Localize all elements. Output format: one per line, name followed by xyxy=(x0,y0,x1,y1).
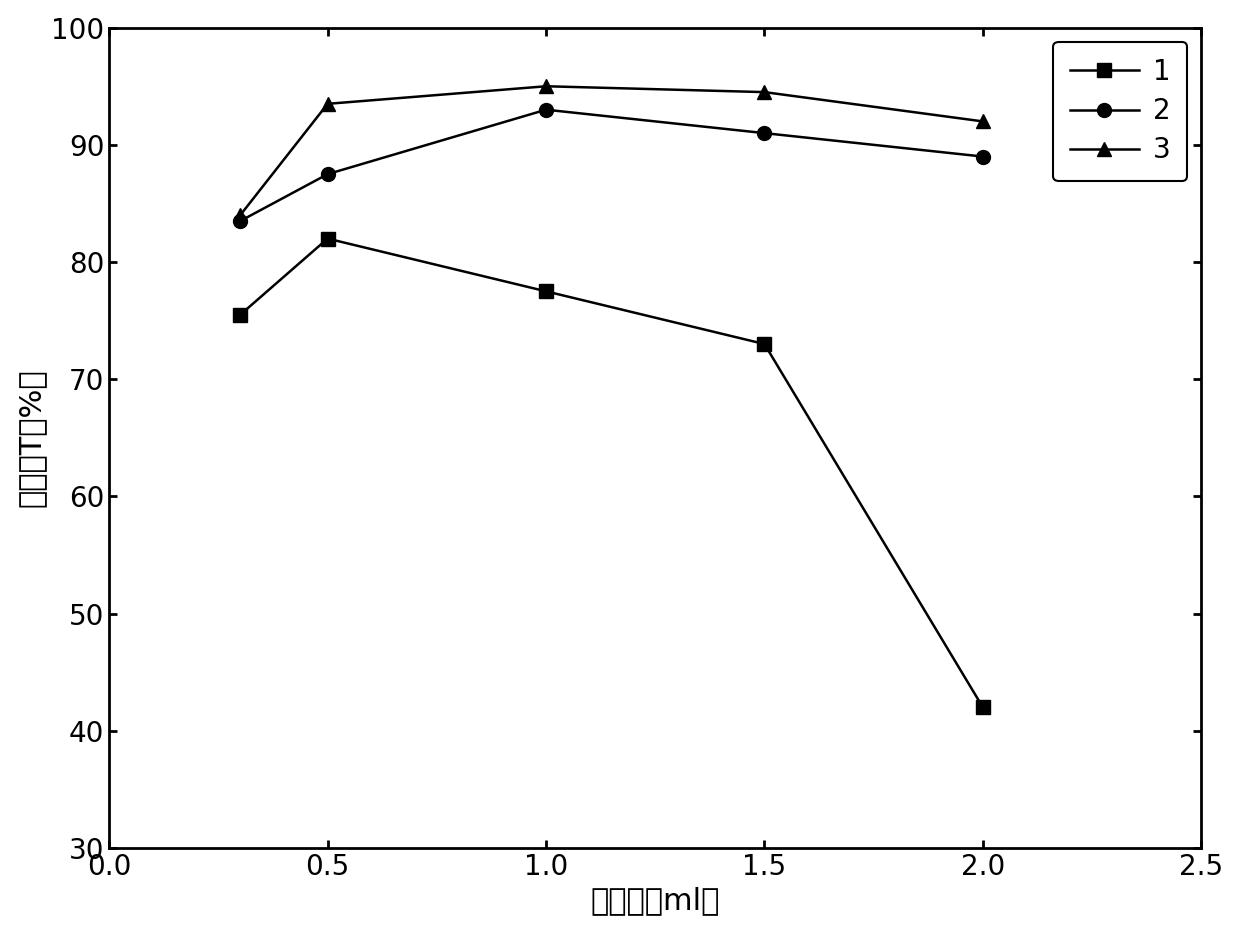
Legend: 1, 2, 3: 1, 2, 3 xyxy=(1053,42,1188,181)
1 xyxy=(538,286,553,297)
Line: 2: 2 xyxy=(233,103,990,228)
3 xyxy=(976,116,991,127)
2 xyxy=(976,151,991,162)
2 xyxy=(756,128,771,139)
3 xyxy=(538,81,553,92)
Line: 1: 1 xyxy=(233,232,990,714)
3 xyxy=(320,98,335,109)
Line: 3: 3 xyxy=(233,79,990,222)
1 xyxy=(320,233,335,244)
1 xyxy=(233,309,248,321)
X-axis label: 加入量（ml）: 加入量（ml） xyxy=(590,886,720,915)
3 xyxy=(233,210,248,221)
2 xyxy=(320,169,335,180)
2 xyxy=(538,104,553,116)
1 xyxy=(976,702,991,713)
3 xyxy=(756,87,771,98)
2 xyxy=(233,215,248,226)
Y-axis label: 透过率T（%）: 透过率T（%） xyxy=(16,368,46,507)
1 xyxy=(756,338,771,350)
